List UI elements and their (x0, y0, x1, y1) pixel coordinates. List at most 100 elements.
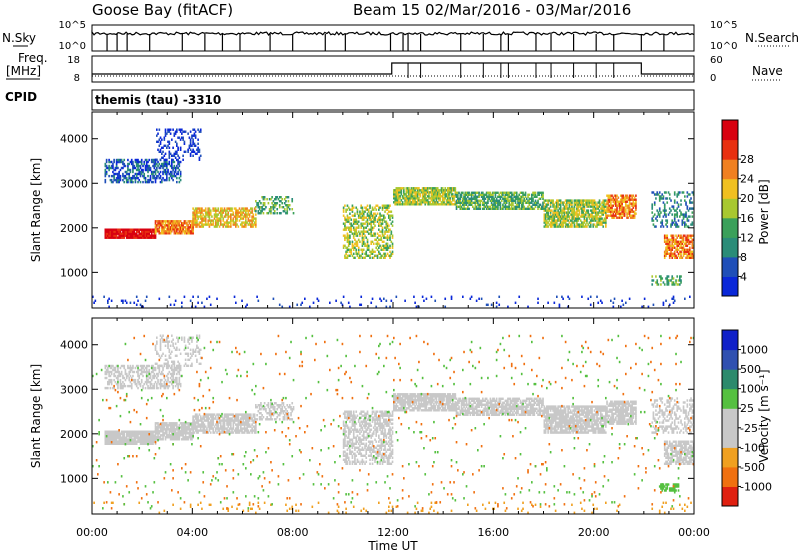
heatmap-cell (182, 428, 184, 431)
heatmap-cell (413, 203, 415, 206)
heatmap-cell (172, 174, 174, 178)
heatmap-cell (579, 219, 582, 222)
heatmap-cell (421, 199, 424, 202)
heatmap-cell (280, 212, 282, 215)
heatmap-cell (385, 226, 388, 229)
heatmap-cell (361, 250, 364, 253)
heatmap-cell (607, 204, 610, 207)
heatmap-cell (119, 160, 122, 164)
heatmap-cell (344, 222, 346, 225)
heatmap-cell (196, 209, 198, 212)
freq-label-line1: Freq. (18, 51, 48, 65)
heatmap-cell (670, 223, 672, 226)
heatmap-cell (209, 221, 212, 224)
heatmap-cell (543, 205, 546, 208)
heatmap-cell (209, 223, 212, 226)
heatmap-cell (546, 205, 548, 208)
heatmap-cell (222, 223, 225, 226)
heatmap-cell (362, 218, 365, 221)
heatmap-cell (263, 198, 266, 201)
heatmap-cell (420, 203, 423, 206)
heatmap-cell (462, 197, 464, 200)
heatmap-cell (223, 429, 226, 432)
heatmap-cell (370, 301, 373, 304)
heatmap-cell (193, 211, 196, 214)
heatmap-cell (194, 427, 197, 430)
heatmap-cell (115, 442, 118, 445)
heatmap-cell (391, 234, 394, 237)
heatmap-cell (564, 205, 567, 208)
heatmap-cell (390, 254, 393, 257)
heatmap-cell (653, 201, 656, 204)
heatmap-cell (571, 203, 573, 206)
heatmap-cell (171, 222, 173, 225)
heatmap-cell (219, 223, 222, 226)
heatmap-cell (658, 197, 661, 200)
heatmap-cell (203, 215, 206, 218)
heatmap-cell (553, 225, 556, 228)
heatmap-cell (213, 209, 216, 212)
heatmap-cell (128, 172, 131, 176)
heatmap-cell (153, 228, 156, 231)
heatmap-cell (142, 168, 144, 172)
heatmap-cell (473, 207, 475, 210)
heatmap-cell (433, 201, 435, 204)
heatmap-cell (182, 222, 184, 225)
heatmap-cell (122, 230, 124, 233)
heatmap-cell (675, 256, 677, 259)
heatmap-cell (690, 201, 692, 204)
heatmap-cell (162, 162, 164, 166)
heatmap-cell (128, 442, 131, 445)
heatmap-cell (547, 199, 549, 202)
heatmap-cell (149, 176, 152, 180)
heatmap-cell (411, 201, 414, 204)
heatmap-cell (169, 220, 172, 223)
heatmap-cell (542, 197, 544, 200)
heatmap-cell (135, 232, 138, 235)
heatmap-cell (630, 216, 632, 219)
heatmap-cell (355, 228, 358, 231)
heatmap-cell (162, 170, 164, 174)
heatmap-cell (534, 203, 537, 206)
heatmap-cell (214, 207, 217, 210)
heatmap-cell (409, 193, 411, 196)
heatmap-cell (182, 432, 184, 435)
heatmap-cell (119, 432, 122, 435)
heatmap-cell (612, 301, 615, 304)
heatmap-cell (162, 146, 164, 149)
heatmap-cell (316, 297, 319, 300)
heatmap-cell (621, 204, 623, 207)
heatmap-cell (351, 244, 354, 247)
heatmap-cell (626, 194, 628, 197)
heatmap-cell (206, 213, 208, 216)
heatmap-cell (178, 434, 181, 437)
heatmap-cell (652, 223, 655, 226)
heatmap-cell (139, 174, 142, 178)
heatmap-cell (415, 203, 418, 206)
heatmap-cell (404, 199, 406, 202)
heatmap-cell (179, 426, 182, 429)
heatmap-cell (167, 140, 169, 143)
heatmap-cell (150, 438, 153, 441)
heatmap-cell (504, 195, 507, 198)
heatmap-cell (357, 250, 360, 253)
heatmap-cell (371, 234, 374, 237)
heatmap-cell (680, 275, 682, 278)
heatmap-cell (161, 434, 163, 437)
heatmap-cell (673, 283, 676, 286)
heatmap-cell (110, 236, 113, 239)
heatmap-cell (154, 160, 157, 164)
heatmap-cell (463, 203, 465, 206)
heatmap-cell (167, 226, 169, 229)
heatmap-cell (584, 223, 587, 226)
heatmap-cell (183, 424, 186, 427)
heatmap-cell (232, 423, 235, 426)
heatmap-cell (204, 425, 207, 428)
heatmap-cell (685, 213, 687, 216)
heatmap-cell (202, 431, 205, 434)
heatmap-cell (361, 222, 364, 225)
heatmap-cell (684, 199, 686, 202)
heatmap-cell (164, 222, 167, 225)
heatmap-cell (213, 215, 216, 218)
heatmap-cell (474, 197, 477, 200)
